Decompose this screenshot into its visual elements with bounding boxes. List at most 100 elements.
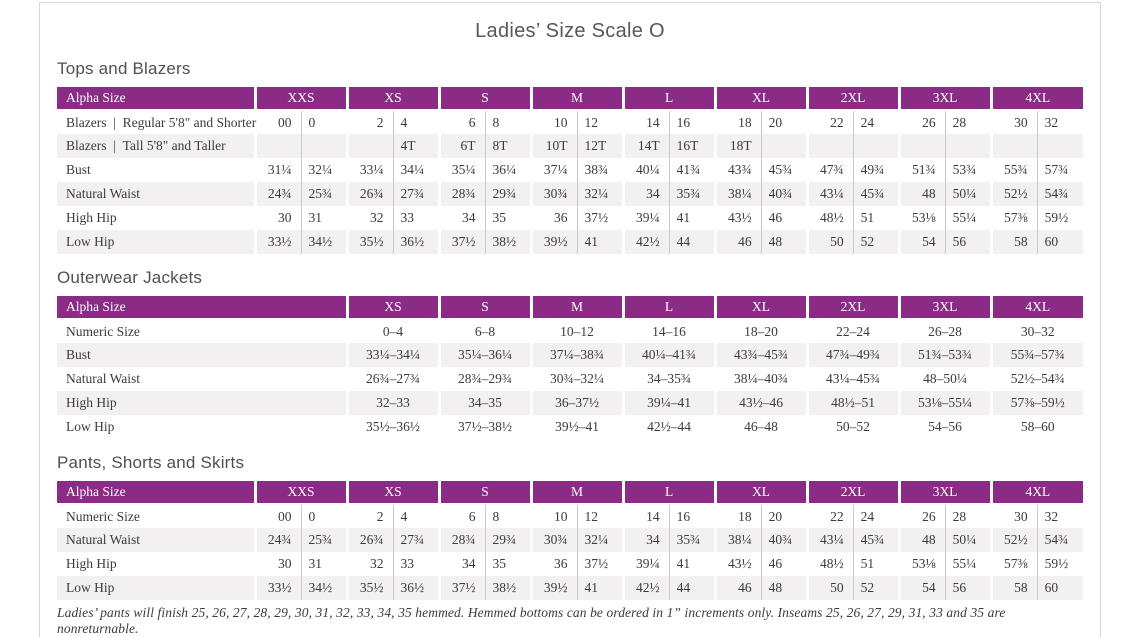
size-cell: 51¾: [897, 158, 946, 182]
size-header-xxs: XXS: [253, 87, 348, 111]
size-cell: 35½–36½: [345, 415, 439, 439]
row-label: Numeric Size: [66, 323, 140, 339]
size-cell: 37¼: [529, 158, 578, 182]
row-label: High Hip: [66, 210, 117, 225]
size-cell: 20: [760, 110, 808, 134]
size-cell: 35¼: [437, 158, 486, 182]
size-cell: 24¾: [253, 528, 301, 552]
table-row: Low Hip 33½ 34½ 35½ 36½ 37½ 38½ 39½ 41 42½ 44 46 48 5…: [57, 576, 1084, 600]
size-cell: 14T: [621, 134, 670, 158]
size-cell: 54–56: [897, 415, 991, 439]
size-cell: 53⅛: [897, 552, 946, 576]
size-cell: 38½: [484, 576, 532, 600]
size-cell: 29¾: [484, 182, 532, 206]
size-cell: 30: [989, 110, 1038, 134]
size-cell: 40¾: [760, 528, 808, 552]
size-cell: [1036, 134, 1084, 158]
size-cell: 58–60: [989, 415, 1083, 439]
size-cell: 41: [668, 206, 716, 230]
row-label: Low Hip: [66, 234, 115, 249]
size-header-xxs: XXS: [253, 481, 348, 505]
size-cell: 33½: [253, 230, 301, 254]
size-cell: 42½: [621, 230, 670, 254]
size-cell: 18–20: [713, 319, 807, 343]
size-table-outerwear-jackets: Alpha Size XS S M L XL 2XL 3XL 4XL Numeric Size 0–…: [57, 296, 1083, 439]
size-cell: 58: [989, 576, 1038, 600]
size-cell: 35½: [345, 576, 394, 600]
size-cell: 46: [760, 552, 808, 576]
size-header-4xl: 4XL: [989, 481, 1084, 505]
size-cell: 36¼: [484, 158, 532, 182]
size-cell: 41: [576, 230, 624, 254]
size-cell: 50¼: [944, 182, 992, 206]
size-cell: 51¾–53¾: [897, 343, 991, 367]
size-cell: 27¾: [392, 182, 440, 206]
size-cell: 43½–46: [713, 391, 807, 415]
row-label: Blazers | Regular 5'8" and Shorter: [66, 114, 257, 130]
size-cell: 50: [805, 576, 854, 600]
size-cell: 37¼–38¾: [529, 343, 623, 367]
size-cell: 34½: [300, 230, 348, 254]
size-cell: 6: [437, 504, 486, 528]
size-cell: 51: [852, 552, 900, 576]
page-title: Ladies’ Size Scale O: [475, 20, 665, 42]
size-cell: 34: [437, 206, 486, 230]
size-cell: 34–35: [437, 391, 531, 415]
size-cell: 42½: [621, 576, 670, 600]
size-cell: 43¼: [805, 528, 854, 552]
size-cell: 48½–51: [805, 391, 899, 415]
size-table-tops-and-blazers: Alpha Size XXS XS S M L XL 2XL 3XL 4XL Blazers | R…: [57, 87, 1084, 254]
size-cell: 55¼: [944, 206, 992, 230]
size-cell: 31: [300, 552, 348, 576]
size-cell: 20: [760, 504, 808, 528]
size-cell: 57⅜: [989, 552, 1038, 576]
size-header-3xl: 3XL: [897, 481, 992, 505]
size-cell: 43¾–45¾: [713, 343, 807, 367]
size-cell: 14: [621, 110, 670, 134]
size-cell: 35½: [345, 230, 394, 254]
size-cell: 26¾: [345, 182, 394, 206]
size-cell: 56: [944, 230, 992, 254]
size-cell: 32¼: [576, 528, 624, 552]
size-cell: 26: [897, 504, 946, 528]
size-cell: 52½: [989, 182, 1038, 206]
size-cell: 30¾: [529, 182, 578, 206]
section-heading-outerwear-jackets: Outerwear Jackets: [57, 268, 203, 287]
size-cell: 16: [668, 504, 716, 528]
size-cell: 26¾–27¾: [345, 367, 439, 391]
size-cell: 14–16: [621, 319, 715, 343]
header-row: Alpha Size XS S M L XL 2XL 3XL 4XL: [57, 296, 1083, 320]
size-cell: 35: [484, 552, 532, 576]
size-cell: 39¼–41: [621, 391, 715, 415]
size-cell: 31: [300, 206, 348, 230]
size-cell: 10: [529, 504, 578, 528]
size-cell: 32¼: [576, 182, 624, 206]
size-cell: 54¾: [1036, 528, 1084, 552]
size-header-xl: XL: [713, 87, 808, 111]
size-cell: 8T: [484, 134, 532, 158]
size-cell: 18: [713, 504, 762, 528]
size-cell: 52½: [989, 528, 1038, 552]
size-cell: 24: [852, 110, 900, 134]
size-cell: 44: [668, 576, 716, 600]
size-cell: [760, 134, 808, 158]
size-header-xs: XS: [345, 296, 439, 320]
size-cell: 39½: [529, 230, 578, 254]
size-cell: 46–48: [713, 415, 807, 439]
size-cell: 4: [392, 110, 440, 134]
size-cell: 33: [392, 206, 440, 230]
size-cell: 32: [345, 206, 394, 230]
alpha-size-header: Alpha Size: [57, 481, 255, 505]
size-cell: 34: [621, 528, 670, 552]
size-cell: 55¾: [989, 158, 1038, 182]
table-row: Low Hip 33½ 34½ 35½ 36½ 37½ 38½ 39½ 41 42½ 44 46 48 5…: [57, 230, 1084, 254]
size-cell: 36: [529, 552, 578, 576]
size-cell: 46: [760, 206, 808, 230]
size-cell: 00: [253, 504, 301, 528]
section-heading-pants-shorts-skirts: Pants, Shorts and Skirts: [57, 453, 245, 472]
table-row: Blazers | Tall 5'8" and Taller 4T 6T 8T 10T 1…: [57, 134, 1084, 158]
size-cell: 28: [944, 504, 992, 528]
size-cell: 41: [576, 576, 624, 600]
size-cell: 43½: [713, 206, 762, 230]
size-cell: 18T: [713, 134, 762, 158]
